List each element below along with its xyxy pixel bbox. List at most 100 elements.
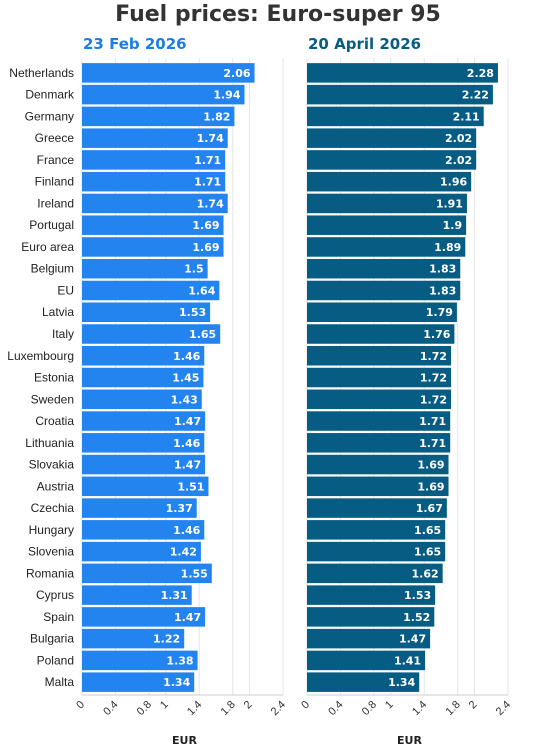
bar: [307, 367, 452, 388]
data-label: 1.69: [192, 241, 219, 254]
bar: [307, 215, 467, 235]
data-label: 1.96: [440, 176, 467, 189]
tick-label: 0: [299, 699, 312, 712]
data-label: 1.46: [173, 437, 200, 450]
data-label: 1.82: [203, 110, 230, 123]
data-label: 1.71: [194, 176, 221, 189]
category-label: Romania: [26, 566, 74, 580]
data-label: 1.76: [423, 328, 450, 341]
bar: [82, 650, 198, 671]
data-label: 1.71: [419, 415, 446, 428]
bar: [82, 585, 192, 605]
bar: [82, 672, 195, 692]
data-label: 1.65: [414, 524, 441, 537]
panel-title-right: 20 April 2026: [308, 35, 422, 53]
data-label: 1.31: [161, 589, 188, 602]
data-label: 1.69: [417, 480, 444, 493]
bar: [82, 607, 206, 627]
bar: [82, 63, 255, 83]
category-label: Spain: [43, 610, 74, 624]
bar: [307, 302, 457, 322]
bar: [82, 150, 226, 170]
category-label: Slovenia: [28, 545, 74, 559]
bar: [307, 84, 493, 105]
tick-label: 0: [74, 699, 87, 712]
category-label: France: [37, 153, 75, 167]
data-label: 1.89: [434, 241, 461, 254]
data-label: 2.06: [223, 67, 250, 80]
data-label: 1.72: [420, 393, 447, 406]
bar: [307, 346, 452, 366]
tick-label: 1.4: [185, 699, 204, 718]
bar: [307, 106, 484, 127]
category-label: Euro area: [21, 240, 74, 254]
category-label: Slovakia: [29, 458, 75, 472]
tick-label: 0.8: [360, 699, 379, 718]
bar: [307, 607, 435, 627]
data-label: 1.79: [426, 306, 453, 319]
tick-label: 1: [383, 699, 396, 712]
data-label: 1.91: [436, 197, 463, 210]
bar: [307, 150, 477, 170]
bar: [82, 389, 202, 410]
data-label: 1.67: [416, 502, 443, 515]
data-label: 1.83: [429, 284, 456, 297]
category-label: Malta: [45, 675, 75, 689]
bar: [82, 628, 185, 649]
category-label: Italy: [52, 327, 74, 341]
category-label: Denmark: [25, 88, 75, 102]
bar: [82, 411, 206, 431]
bar: [307, 541, 446, 562]
category-label: Belgium: [31, 262, 74, 276]
data-label: 1.34: [388, 676, 415, 689]
bar: [82, 237, 224, 257]
data-label: 1.47: [174, 459, 201, 472]
bar: [82, 106, 235, 127]
bar: [307, 476, 449, 497]
category-label: Portugal: [29, 218, 74, 232]
data-label: 1.69: [417, 459, 444, 472]
tick-label: 1.4: [410, 699, 429, 718]
category-label: Netherlands: [9, 66, 74, 80]
bar: [307, 193, 467, 214]
data-label: 1.5: [184, 263, 204, 276]
bar: [307, 128, 477, 148]
data-label: 1.65: [414, 546, 441, 559]
category-label: Bulgaria: [30, 632, 74, 646]
category-label: Austria: [37, 479, 75, 493]
tick-label: 0.4: [326, 699, 345, 718]
data-label: 1.62: [412, 567, 439, 580]
data-label: 1.74: [197, 132, 224, 145]
data-label: 1.9: [443, 219, 463, 232]
bar: [82, 84, 245, 105]
data-label: 1.71: [419, 437, 446, 450]
category-label: Luxembourg: [7, 349, 74, 363]
category-label: Hungary: [29, 523, 74, 537]
bar: [82, 280, 220, 301]
bar: [307, 324, 455, 344]
category-label: Ireland: [37, 196, 74, 210]
data-label: 1.69: [192, 219, 219, 232]
data-label: 1.43: [171, 393, 198, 406]
bar: [307, 672, 420, 692]
category-label: Poland: [37, 653, 74, 667]
chart-title: Fuel prices: Euro-super 95: [115, 2, 441, 27]
bar: [307, 585, 436, 605]
tick-label: 0.8: [135, 699, 154, 718]
data-label: 1.71: [194, 154, 221, 167]
data-label: 1.72: [420, 350, 447, 363]
tick-label: 2: [242, 699, 255, 712]
category-label: Germany: [25, 109, 74, 123]
category-label: Croatia: [35, 414, 74, 428]
data-label: 1.52: [403, 611, 430, 624]
data-label: 1.46: [173, 350, 200, 363]
x-axis-title-left: EUR: [172, 734, 197, 747]
data-label: 2.11: [453, 110, 480, 123]
bar: [82, 193, 228, 214]
bar: [307, 389, 452, 410]
data-label: 2.02: [445, 132, 472, 145]
x-axis-title-right: EUR: [397, 734, 422, 747]
bar: [82, 367, 204, 388]
tick-label: 1.8: [444, 699, 463, 718]
